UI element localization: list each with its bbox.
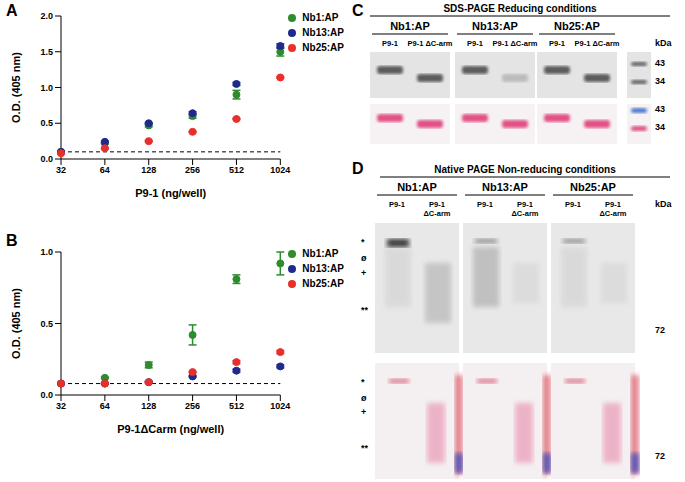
- svg-text:34: 34: [655, 122, 665, 132]
- svg-text:SDS-PAGE Reducing conditions: SDS-PAGE Reducing conditions: [443, 3, 597, 14]
- svg-text:Nb1:AP: Nb1:AP: [397, 181, 437, 193]
- svg-text:*: *: [361, 237, 365, 247]
- html-text:Nb1:AP: Nb1:AP: [302, 12, 339, 23]
- svg-text:Nb1:AP: Nb1:AP: [390, 20, 430, 32]
- svg-text:1.5: 1.5: [40, 47, 53, 57]
- svg-text:72: 72: [655, 325, 665, 335]
- svg-text:P9-1ΔC-arm: P9-1ΔC-arm: [423, 200, 450, 218]
- svg-text:**: **: [361, 443, 369, 453]
- svg-text:kDa: kDa: [655, 199, 673, 209]
- svg-text:128: 128: [141, 401, 156, 411]
- svg-text:O.D. (405 nm): O.D. (405 nm): [10, 288, 22, 359]
- svg-text:P9-1 (ng/well): P9-1 (ng/well): [135, 187, 206, 199]
- html-text:Nb25:AP: Nb25:AP: [302, 42, 344, 53]
- svg-text:128: 128: [141, 165, 156, 175]
- html-text:C: C: [352, 2, 364, 19]
- html-text:Nb1:AP: Nb1:AP: [302, 248, 339, 259]
- svg-text:512: 512: [229, 401, 244, 411]
- html-text:Nb25:AP: Nb25:AP: [302, 278, 344, 289]
- svg-text:**: **: [361, 305, 369, 315]
- svg-text:256: 256: [185, 165, 200, 175]
- svg-text:P9-1: P9-1: [467, 39, 483, 48]
- svg-text:P9-1: P9-1: [549, 39, 565, 48]
- svg-text:1024: 1024: [270, 165, 290, 175]
- svg-text:P9-1 ΔC-arm: P9-1 ΔC-arm: [575, 39, 620, 48]
- svg-text:0.0: 0.0: [40, 154, 53, 164]
- svg-text:34: 34: [655, 76, 665, 86]
- svg-text:*: *: [361, 377, 365, 387]
- svg-text:72: 72: [655, 451, 665, 461]
- html-text:B: B: [6, 232, 18, 249]
- svg-text:32: 32: [56, 165, 66, 175]
- svg-text:P9-1ΔCarm (ng/well): P9-1ΔCarm (ng/well): [117, 423, 224, 435]
- svg-text:P9-1: P9-1: [382, 39, 398, 48]
- svg-text:P9-1ΔC-arm: P9-1ΔC-arm: [511, 200, 538, 218]
- svg-text:1.0: 1.0: [40, 83, 53, 93]
- html-text:Nb13:AP: Nb13:AP: [302, 263, 344, 274]
- svg-text:43: 43: [655, 58, 665, 68]
- html-text:A: A: [6, 2, 18, 19]
- svg-text:64: 64: [100, 401, 110, 411]
- svg-text:ø: ø: [361, 393, 367, 403]
- svg-text:ø: ø: [361, 253, 367, 263]
- svg-text:0.5: 0.5: [40, 118, 53, 128]
- html-text:D: D: [352, 160, 364, 177]
- svg-text:P9-1 ΔC-arm: P9-1 ΔC-arm: [493, 39, 538, 48]
- svg-text:Native PAGE Non-reducing condi: Native PAGE Non-reducing conditions: [434, 164, 616, 175]
- svg-text:P9-1ΔC-arm: P9-1ΔC-arm: [599, 200, 626, 218]
- svg-text:43: 43: [655, 104, 665, 114]
- svg-text:P9-1: P9-1: [565, 200, 581, 209]
- svg-text:512: 512: [229, 165, 244, 175]
- svg-text:1024: 1024: [270, 401, 290, 411]
- svg-text:P9-1 ΔC-arm: P9-1 ΔC-arm: [408, 39, 453, 48]
- svg-text:Nb13:AP: Nb13:AP: [472, 20, 518, 32]
- svg-text:256: 256: [185, 401, 200, 411]
- svg-text:+: +: [361, 407, 366, 417]
- svg-text:32: 32: [56, 401, 66, 411]
- svg-text:0.5: 0.5: [40, 319, 53, 329]
- svg-text:Nb25:AP: Nb25:AP: [570, 181, 616, 193]
- svg-text:Nb13:AP: Nb13:AP: [482, 181, 528, 193]
- svg-text:P9-1: P9-1: [477, 200, 493, 209]
- html-text:Nb13:AP: Nb13:AP: [302, 27, 344, 38]
- svg-text:0.0: 0.0: [40, 390, 53, 400]
- svg-text:64: 64: [100, 165, 110, 175]
- svg-text:2.0: 2.0: [40, 11, 53, 21]
- svg-text:1.0: 1.0: [40, 247, 53, 257]
- svg-text:O.D. (405 nm): O.D. (405 nm): [10, 52, 22, 123]
- svg-text:kDa: kDa: [655, 38, 673, 48]
- svg-text:P9-1: P9-1: [389, 200, 405, 209]
- svg-text:Nb25:AP: Nb25:AP: [554, 20, 600, 32]
- svg-text:+: +: [361, 268, 366, 278]
